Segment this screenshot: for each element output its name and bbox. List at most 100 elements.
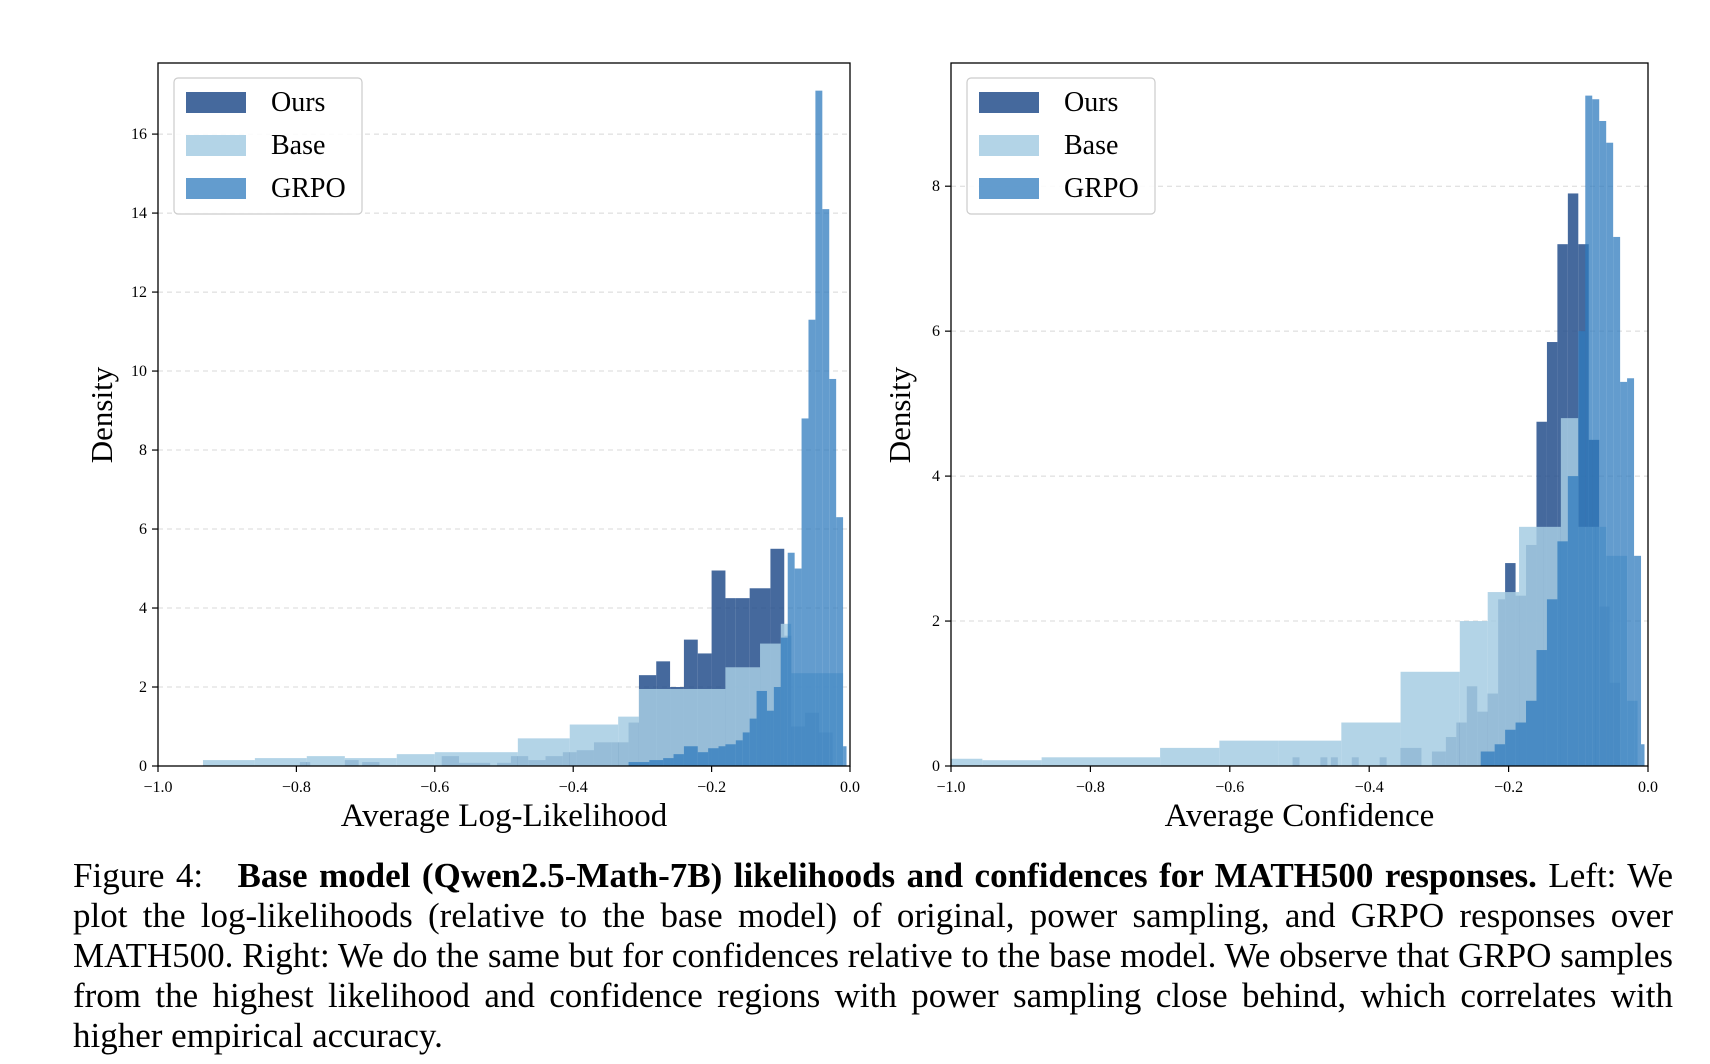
- legend: Ours Base GRPO: [966, 77, 1156, 215]
- histogram-bar: [708, 748, 719, 766]
- legend-label: GRPO: [1064, 173, 1139, 204]
- histogram-bar: [638, 762, 650, 766]
- histogram-bar: [1606, 142, 1614, 766]
- series-grpo: [628, 90, 847, 767]
- x-axis-label: Average Log-Likelihood: [341, 798, 668, 834]
- histogram-bar: [1536, 650, 1547, 766]
- x-axis-label: Average Confidence: [1165, 798, 1435, 834]
- histogram-bar: [1494, 744, 1506, 766]
- histogram-bar: [1480, 751, 1495, 766]
- histogram-bar: [683, 746, 698, 766]
- histogram-bar: [1585, 95, 1593, 766]
- histogram-bar: [1219, 740, 1279, 766]
- histogram-bar: [344, 758, 397, 766]
- histogram-bar: [697, 752, 709, 766]
- histogram-bar: [1567, 476, 1579, 766]
- histogram-bar: [756, 690, 767, 766]
- histogram-bar: [1627, 378, 1635, 766]
- histogram-bar: [801, 418, 809, 766]
- x-tick-label: −0.2: [1494, 779, 1523, 796]
- y-tick-label: 16: [131, 126, 147, 143]
- x-tick-label: −1.0: [936, 779, 965, 796]
- histogram-bar: [1505, 729, 1516, 766]
- legend-swatch: [979, 92, 1039, 113]
- histogram-bar: [780, 637, 788, 766]
- legend-swatch: [979, 178, 1039, 199]
- histogram-bar: [1634, 555, 1642, 766]
- histogram-bar: [794, 568, 802, 766]
- histogram-bar: [829, 378, 837, 766]
- histogram-bar: [628, 762, 639, 766]
- histogram-bar: [254, 758, 307, 766]
- histogram-bar: [306, 756, 345, 766]
- y-tick-label: 10: [131, 363, 147, 380]
- histogram-bar: [517, 738, 570, 766]
- histogram-bar: [1041, 757, 1161, 766]
- histogram-bar: [836, 517, 844, 766]
- legend-label: Ours: [1064, 87, 1118, 118]
- y-tick-label: 8: [932, 178, 940, 195]
- histogram-bar: [742, 732, 750, 766]
- y-tick-label: 4: [932, 468, 940, 485]
- histogram-bar: [1459, 621, 1488, 766]
- series-grpo: [1480, 95, 1645, 767]
- x-tick-label: −0.4: [559, 779, 588, 796]
- x-tick-label: −0.8: [1076, 779, 1105, 796]
- y-tick-label: 12: [131, 284, 147, 301]
- histogram-bar: [649, 760, 664, 766]
- x-tick-label: −0.6: [1215, 779, 1244, 796]
- y-tick-label: 2: [139, 679, 147, 696]
- x-tick-label: −0.6: [420, 779, 449, 796]
- y-tick-label: 14: [131, 205, 147, 222]
- y-tick-label: 6: [139, 521, 147, 538]
- histogram-bar: [1341, 722, 1401, 766]
- axes-frame: [950, 62, 1649, 767]
- legend-swatch: [979, 135, 1039, 156]
- y-axis-label: Density: [882, 366, 917, 463]
- histogram-bar: [951, 758, 983, 766]
- y-tick-label: 4: [139, 600, 147, 617]
- chart-panel-log-likelihood: −1.0 −0.8 −0.6 −0.4 −0.2 0.0 0 2 4 6 8 10 12 14 16 Aver…: [84, 62, 860, 834]
- histogram-bar: [718, 746, 726, 766]
- histogram-bar: [1526, 700, 1537, 766]
- histogram-bar: [725, 744, 736, 766]
- x-tick-label: 0.0: [840, 779, 860, 796]
- histogram-bar: [1160, 747, 1220, 766]
- histogram-bar: [843, 746, 847, 766]
- caption-body: Left: We plot the log-likelihoods (relat…: [73, 856, 1674, 1055]
- legend-label: GRPO: [271, 173, 346, 204]
- histogram-bar: [569, 724, 619, 766]
- legend-swatch: [186, 92, 246, 113]
- histogram-bar: [773, 687, 781, 766]
- histogram-bar: [749, 718, 757, 766]
- histogram-bar: [787, 552, 795, 766]
- histogram-bar: [735, 740, 743, 766]
- histogram-bar: [1578, 331, 1586, 766]
- y-axis-label: Density: [84, 366, 119, 463]
- caption-bold-title: Base model (Qwen2.5-Math-7B) likelihoods…: [237, 856, 1537, 895]
- y-tick-label: 8: [139, 442, 147, 459]
- legend-label: Ours: [271, 87, 325, 118]
- histogram-bar: [982, 760, 1042, 766]
- histogram-bar: [766, 710, 774, 766]
- figure-caption: Figure 4: Base model (Qwen2.5-Math-7B) l…: [73, 856, 1673, 1056]
- y-tick-label: 0: [139, 758, 147, 775]
- x-tick-label: 0.0: [1638, 779, 1658, 796]
- legend-swatch: [186, 135, 246, 156]
- legend-swatch: [186, 178, 246, 199]
- histogram-bar: [618, 716, 639, 766]
- histogram-bar: [808, 319, 816, 766]
- histogram-bar: [673, 754, 684, 766]
- x-tick-label: −0.8: [282, 779, 311, 796]
- legend-label: Base: [271, 130, 325, 161]
- figure-charts: −1.0 −0.8 −0.6 −0.4 −0.2 0.0 0 2 4 6 8 10 12 14 16 Aver…: [84, 62, 1658, 834]
- histogram-bar: [815, 90, 823, 767]
- histogram-bar: [1620, 381, 1628, 766]
- histogram-bar: [396, 754, 435, 766]
- histogram-bar: [1592, 99, 1600, 766]
- y-tick-label: 2: [932, 613, 940, 630]
- histogram-bar: [434, 752, 518, 766]
- y-tick-label: 6: [932, 323, 940, 340]
- histogram-bar: [1278, 740, 1342, 766]
- histogram-bar: [1641, 744, 1645, 766]
